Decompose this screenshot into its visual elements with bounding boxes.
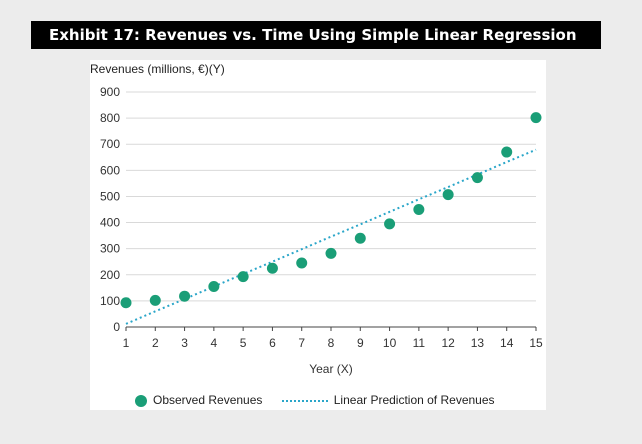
observed-point bbox=[296, 257, 308, 269]
observed-point bbox=[442, 189, 454, 201]
legend-marker-prediction bbox=[281, 399, 328, 402]
observed-point bbox=[413, 204, 425, 215]
x-tick-label: 14 bbox=[500, 336, 514, 350]
x-tick-label: 12 bbox=[441, 336, 455, 350]
observed-point bbox=[530, 112, 542, 124]
x-tick-label: 7 bbox=[298, 336, 305, 350]
observed-point bbox=[120, 297, 132, 309]
y-tick-label: 200 bbox=[100, 268, 120, 282]
y-axis-label: Revenues (millions, €)(Y) bbox=[90, 62, 225, 76]
y-tick-label: 500 bbox=[100, 189, 120, 203]
observed-point bbox=[325, 247, 337, 259]
x-tick-label: 10 bbox=[383, 336, 397, 350]
x-tick-label: 3 bbox=[181, 336, 188, 350]
x-tick-label: 6 bbox=[269, 336, 276, 350]
x-tick-label: 11 bbox=[413, 336, 426, 350]
legend-item-observed: Observed Revenues bbox=[135, 393, 262, 407]
x-tick-label: 13 bbox=[471, 336, 485, 350]
y-tick-label: 300 bbox=[100, 242, 120, 256]
x-tick-label: 2 bbox=[152, 336, 159, 350]
chart-legend: Observed Revenues Linear Prediction of R… bbox=[135, 392, 495, 407]
observed-point bbox=[266, 262, 278, 274]
y-tick-label: 400 bbox=[100, 216, 120, 230]
y-tick-label: 600 bbox=[100, 163, 120, 177]
x-tick-label: 5 bbox=[240, 336, 247, 350]
legend-label-observed: Observed Revenues bbox=[153, 392, 263, 407]
observed-point bbox=[384, 218, 396, 230]
observed-point bbox=[471, 172, 483, 184]
y-tick-label: 700 bbox=[100, 137, 120, 151]
observed-point bbox=[501, 146, 513, 158]
legend-marker-observed bbox=[135, 394, 147, 407]
y-tick-label: 800 bbox=[100, 111, 120, 125]
x-tick-label: 4 bbox=[211, 336, 218, 350]
observed-point bbox=[354, 232, 366, 244]
exhibit-title-bar: Exhibit 17: Revenues vs. Time Using Simp… bbox=[31, 21, 601, 49]
x-tick-label: 15 bbox=[529, 336, 543, 350]
observed-point bbox=[179, 290, 191, 302]
y-tick-label: 100 bbox=[100, 294, 120, 308]
observed-point bbox=[149, 294, 161, 306]
chart-panel: Revenues (millions, €)(Y) 0 100 200 300 400 5… bbox=[90, 60, 546, 410]
observed-point bbox=[208, 281, 220, 293]
x-tick-label: 1 bbox=[123, 336, 130, 350]
y-tick-label: 900 bbox=[100, 85, 120, 99]
prediction-line bbox=[125, 148, 537, 325]
x-axis-label: Year (X) bbox=[309, 362, 353, 376]
legend-item-prediction: Linear Prediction of Revenues bbox=[266, 393, 495, 407]
x-tick-label: 9 bbox=[357, 336, 364, 350]
observed-point bbox=[237, 271, 249, 283]
y-tick-label: 0 bbox=[113, 320, 120, 334]
x-tick-label: 8 bbox=[328, 336, 335, 350]
legend-label-prediction: Linear Prediction of Revenues bbox=[333, 392, 495, 407]
exhibit-title: Exhibit 17: Revenues vs. Time Using Simp… bbox=[49, 26, 577, 44]
